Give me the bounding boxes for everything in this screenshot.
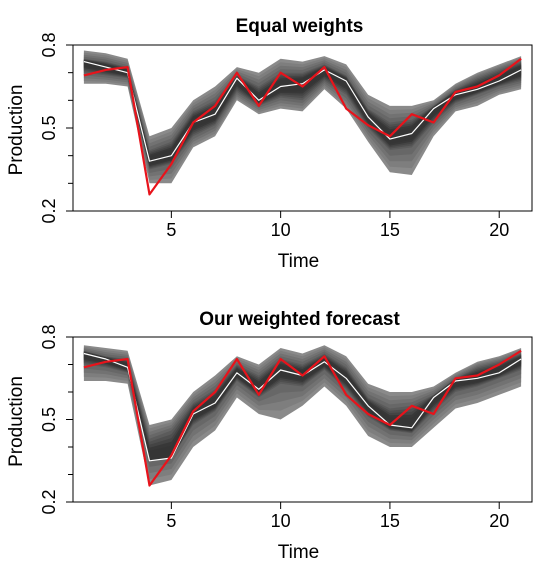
x-axis-label: Time (278, 251, 320, 272)
actual-line (83, 349, 522, 487)
panel-2: 5 10 15 20 0.2 0.5 0.8 Our weighted forecast Tim… (6, 309, 533, 561)
y-tick-label: 0.2 (39, 198, 59, 223)
x-tick-label: 15 (380, 220, 400, 240)
chart-title: Our weighted forecast (199, 309, 400, 330)
x-tick-label: 5 (166, 220, 176, 240)
band-layer (83, 352, 522, 461)
x-tick-label: 20 (489, 511, 509, 531)
x-tick-label: 15 (380, 511, 400, 531)
panel-1: 5 10 15 20 0.2 0.5 0.8 Equal weights Time Product… (6, 16, 533, 272)
x-tick-label: 20 (489, 220, 509, 240)
y-axis-label: Production (6, 376, 27, 467)
band-layer (83, 59, 522, 169)
chart-title: Equal weights (236, 16, 364, 37)
y-tick-label: 0.5 (39, 407, 59, 432)
x-axis-label: Time (278, 542, 320, 561)
y-tick-label: 0.2 (39, 489, 59, 514)
actual-line (83, 57, 522, 196)
median-line (83, 61, 522, 162)
y-tick-label: 0.5 (39, 115, 59, 140)
y-tick-label: 0.8 (39, 32, 59, 57)
x-tick-label: 5 (166, 511, 176, 531)
x-tick-label: 10 (271, 220, 291, 240)
x-tick-label: 10 (271, 511, 291, 531)
y-tick-label: 0.8 (39, 324, 59, 349)
band-layer (83, 60, 522, 165)
y-axis-label: Production (6, 85, 27, 176)
band-layer (83, 350, 522, 461)
